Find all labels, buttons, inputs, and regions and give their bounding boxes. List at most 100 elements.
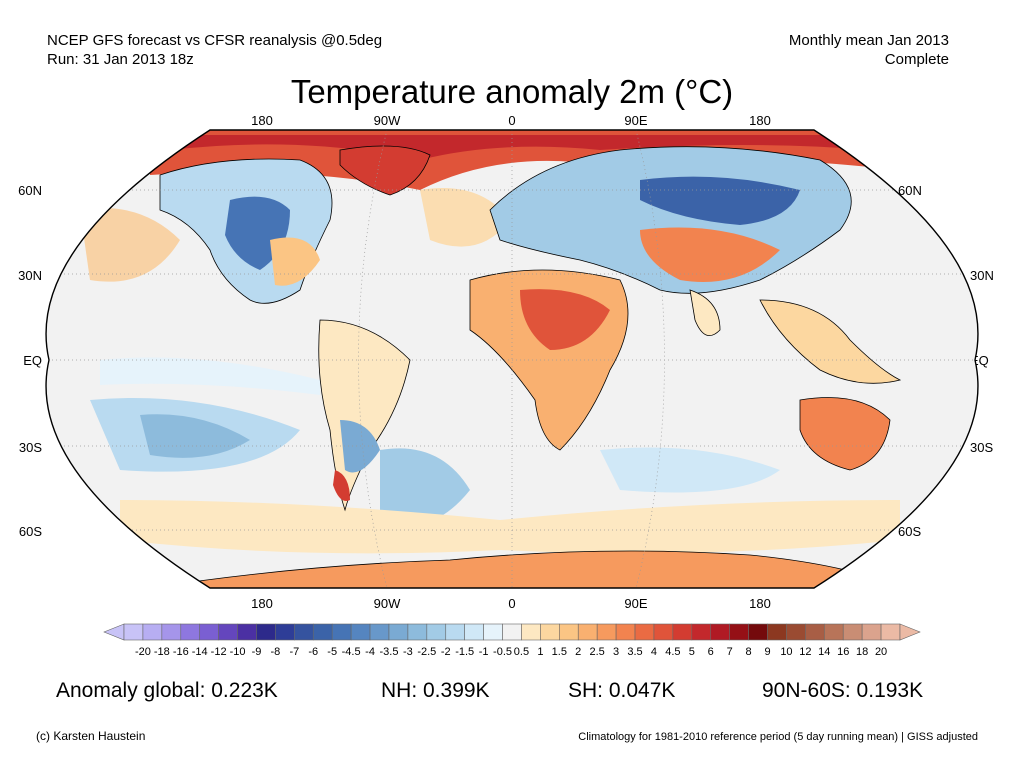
colorbar-cell: [672, 623, 693, 641]
colorbar-cell: [142, 623, 163, 641]
colorbar-cell: [577, 623, 598, 641]
lat-label-left-60n: 60N: [18, 183, 42, 198]
colorbar-label: 2.5: [589, 646, 605, 658]
colorbar-label: -3: [403, 646, 413, 658]
colorbar-label: 7: [726, 646, 733, 658]
map-border: [45, 129, 979, 589]
header-period-label: Monthly mean Jan 2013: [788, 32, 949, 49]
climatology-note: Climatology for 1981-2010 reference peri…: [578, 731, 978, 743]
colorbar-cell: [275, 623, 295, 641]
colorbar-cell: [464, 623, 484, 641]
colorbar-label: -0.5: [493, 646, 513, 658]
header-status-label: Complete: [884, 51, 949, 68]
lon-label-bottom-180w: 180: [251, 596, 273, 611]
lon-label-bottom-90e: 90E: [624, 596, 648, 611]
australia-landmass: [799, 397, 891, 471]
colorbar-label: 1.5: [551, 646, 567, 658]
header-model-label: NCEP GFS forecast vs CFSR reanalysis @0.…: [47, 32, 383, 49]
header-left: NCEP GFS forecast vs CFSR reanalysis @0.…: [47, 31, 382, 69]
colorbar-cell: [653, 623, 674, 641]
colorbar-cell: [161, 623, 182, 641]
colorbar-cell: [729, 623, 749, 641]
colorbar-label: 1: [537, 646, 544, 658]
colorbar-cell: [123, 623, 144, 641]
colorbar-cell: [823, 623, 844, 641]
header-run-label: Run: 31 Jan 2013 18z: [47, 51, 194, 68]
graticule: [46, 130, 978, 588]
lon-label-top-180e: 180: [749, 113, 771, 128]
colorbar-label: 8: [745, 646, 752, 658]
colorbar-cell: [634, 623, 655, 641]
colorbar-cell: [521, 623, 541, 641]
colorbar-cell: [748, 623, 768, 641]
colorbar-cell: [388, 623, 409, 641]
colorbar-cell: [502, 623, 522, 641]
colorbar-label: 10: [780, 646, 793, 658]
map-title: Temperature anomaly 2m (°C): [290, 73, 734, 110]
colorbar-cell: [483, 623, 503, 641]
siberia-cold-core: [640, 176, 800, 225]
colorbar-cell: [256, 623, 276, 641]
colorbar-cell: [615, 623, 636, 641]
colorbar-cell: [350, 623, 371, 641]
colorbar-label: -4: [365, 646, 375, 658]
south-pacific-cooler-patch: [140, 414, 250, 458]
lat-label-right-30n: 30N: [970, 268, 994, 283]
south-atlantic-cool-patch: [380, 448, 470, 526]
colorbar-label: 18: [856, 646, 869, 658]
colorbar-arrow-high: [899, 623, 921, 641]
lat-label-left-60s: 60S: [18, 524, 42, 539]
colorbar-label: -18: [153, 646, 170, 658]
colorbar-label: -12: [210, 646, 227, 658]
colorbar-cell: [237, 623, 257, 641]
colorbar-cell: [369, 623, 390, 641]
lat-label-right-60n: 60N: [898, 183, 922, 198]
colorbar-cell: [842, 623, 863, 641]
colorbar-label: -6: [308, 646, 319, 658]
credit-text: (c) Karsten Haustein: [36, 729, 146, 743]
colorbar-label: -5: [327, 646, 338, 658]
lon-label-bottom-180e: 180: [749, 596, 771, 611]
arctic-strong-anomaly: [170, 135, 870, 160]
colorbar-label: -1: [478, 646, 489, 658]
north-atlantic-warm-patch: [420, 188, 510, 247]
north-pacific-warm-patch: [80, 208, 180, 282]
header-right: Monthly mean Jan 2013 Complete: [789, 31, 949, 69]
anomaly-sh: SH: 0.047K: [568, 679, 676, 702]
eastern-us-warm-patch: [270, 237, 320, 286]
colorbar-cell: [199, 623, 219, 641]
india-landmass: [689, 289, 721, 337]
colorbar-label: -20: [134, 646, 151, 658]
southern-ocean-warm-band: [120, 500, 900, 554]
lat-label-left-30n: 30N: [18, 268, 42, 283]
colorbar-cell: [312, 623, 333, 641]
lon-label-top-0: 0: [508, 113, 516, 128]
colorbar-label: 20: [874, 646, 888, 658]
colorbar-label: -2.5: [417, 646, 437, 658]
colorbar-label: -1.5: [455, 646, 475, 658]
colorbar-label: -3.5: [379, 646, 399, 658]
south-america-landmass: [318, 319, 411, 512]
anomaly-global: Anomaly global: 0.223K: [56, 679, 278, 702]
colorbar-label: 12: [799, 646, 812, 658]
colorbar-cell: [710, 623, 730, 641]
equatorial-pacific-cool-band: [100, 357, 320, 395]
lat-label-left-eq: EQ: [23, 353, 42, 368]
lat-label-right-60s: 60S: [898, 524, 922, 539]
colorbar-label: -14: [191, 646, 208, 658]
colorbar-cell: [180, 623, 201, 641]
colorbar-label: -9: [251, 646, 262, 658]
colorbar-cell: [691, 623, 712, 641]
colorbar-cell: [540, 623, 560, 641]
antarctica-landmass: [149, 550, 901, 588]
greenland-landmass: [339, 145, 431, 196]
colorbar-label: -7: [289, 646, 300, 658]
colorbar-label: 0.5: [513, 646, 530, 658]
lat-label-right-30s: 30S: [970, 440, 994, 455]
lon-label-bottom-0: 0: [508, 596, 516, 611]
colorbar-label: -16: [172, 646, 189, 658]
colorbar-label: 3: [613, 646, 620, 658]
graticule-90w: [358, 130, 388, 588]
